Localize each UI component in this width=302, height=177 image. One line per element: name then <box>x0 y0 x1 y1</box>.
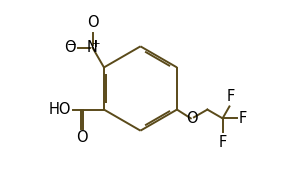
Text: O: O <box>64 40 76 55</box>
Text: N: N <box>87 40 98 55</box>
Text: O: O <box>76 130 88 145</box>
Text: +: + <box>92 39 101 50</box>
Text: O: O <box>87 15 98 30</box>
Text: −: − <box>67 38 77 51</box>
Text: F: F <box>218 135 227 150</box>
Text: HO: HO <box>49 102 71 117</box>
Text: F: F <box>226 89 235 104</box>
Text: F: F <box>239 111 247 126</box>
Text: O: O <box>186 111 198 126</box>
